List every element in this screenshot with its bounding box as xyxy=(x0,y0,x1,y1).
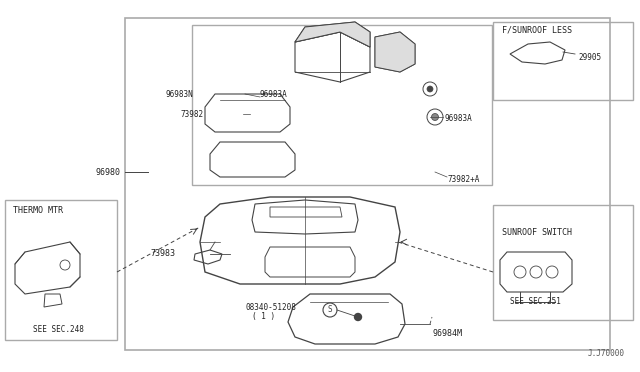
Text: J.J70000: J.J70000 xyxy=(588,349,625,358)
Text: SEE SEC.251: SEE SEC.251 xyxy=(509,298,561,307)
Text: 73982: 73982 xyxy=(181,109,204,119)
Bar xyxy=(493,22,633,100)
Text: 73983: 73983 xyxy=(150,250,175,259)
Text: 96983A: 96983A xyxy=(445,113,473,122)
Bar xyxy=(192,25,492,185)
Text: 96983N: 96983N xyxy=(165,90,193,99)
Circle shape xyxy=(427,86,433,92)
Bar xyxy=(5,200,117,340)
Bar xyxy=(493,205,633,320)
Text: SUNROOF SWITCH: SUNROOF SWITCH xyxy=(502,228,572,237)
Text: ( 1 ): ( 1 ) xyxy=(252,312,275,321)
Text: 96983A: 96983A xyxy=(260,90,288,99)
Text: 29905: 29905 xyxy=(578,52,601,61)
Bar xyxy=(125,18,610,350)
Text: 96980: 96980 xyxy=(95,167,120,176)
Text: 73982+A: 73982+A xyxy=(448,174,481,183)
Text: 08340-51208: 08340-51208 xyxy=(246,302,297,311)
Text: S: S xyxy=(328,305,332,314)
Text: THERMO MTR: THERMO MTR xyxy=(13,205,63,215)
Circle shape xyxy=(355,314,362,321)
Polygon shape xyxy=(295,22,370,47)
Text: 96984M: 96984M xyxy=(433,330,463,339)
Text: SEE SEC.248: SEE SEC.248 xyxy=(33,326,83,334)
Text: F/SUNROOF LESS: F/SUNROOF LESS xyxy=(502,26,572,35)
Circle shape xyxy=(431,113,438,121)
Polygon shape xyxy=(375,32,415,72)
